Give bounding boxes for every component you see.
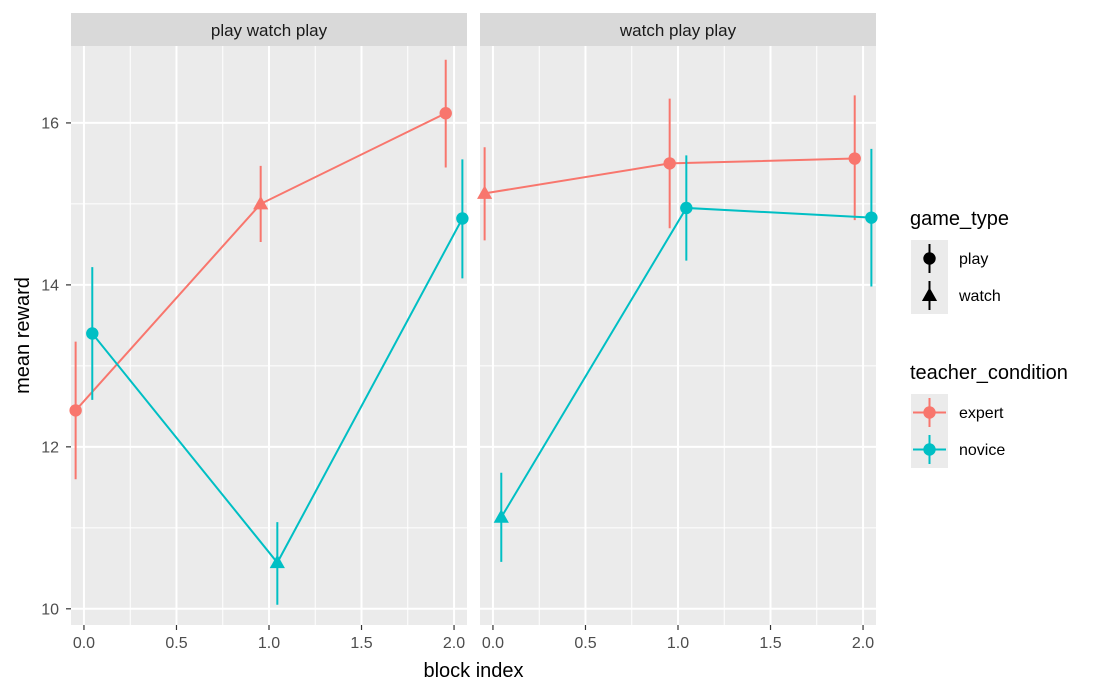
x-tick-label: 0.5 <box>574 635 596 652</box>
facet-strip-label: play watch play <box>211 21 328 40</box>
x-tick-label: 1.5 <box>350 635 372 652</box>
data-point-expert-play <box>848 152 861 165</box>
data-point-expert-play <box>439 107 452 120</box>
legend-title-teacher-condition: teacher_condition <box>910 362 1068 384</box>
y-axis-title: mean reward <box>12 277 34 394</box>
x-tick-label: 0.0 <box>482 635 504 652</box>
data-point-expert-play <box>69 404 82 417</box>
facet-strip-label: watch play play <box>619 21 737 40</box>
legend-item-label: novice <box>959 442 1005 459</box>
x-tick-label: 1.5 <box>759 635 781 652</box>
data-point-expert-play <box>663 157 676 170</box>
x-tick-label: 1.0 <box>258 635 280 652</box>
legend-play-marker-icon <box>923 252 936 265</box>
y-tick-label: 10 <box>41 601 59 618</box>
facet-strip <box>71 13 467 46</box>
data-point-novice-watch <box>269 554 285 569</box>
legend-expert-marker-icon <box>923 406 936 419</box>
x-axis-title: block index <box>423 660 523 682</box>
data-point-novice-play <box>86 327 99 340</box>
data-point-novice-play <box>680 201 693 215</box>
facet-strip <box>480 13 876 46</box>
x-tick-label: 1.0 <box>667 635 689 652</box>
data-point-novice-play <box>456 212 469 225</box>
x-tick-label: 2.0 <box>443 635 465 652</box>
data-point-expert-watch <box>477 185 493 199</box>
data-point-novice-play <box>865 211 878 224</box>
legend-item-label: play <box>959 251 988 268</box>
legend-item-label: watch <box>958 288 1001 305</box>
legend-novice-marker-icon <box>923 443 936 456</box>
x-tick-label: 0.5 <box>165 635 187 652</box>
x-tick-label: 2.0 <box>852 635 874 652</box>
y-tick-label: 16 <box>41 115 59 132</box>
x-tick-label: 0.0 <box>73 635 95 652</box>
y-tick-label: 14 <box>41 277 59 294</box>
legend-watch-marker-icon <box>921 287 938 301</box>
data-point-novice-watch <box>493 509 509 523</box>
legend-item-label: expert <box>959 405 1004 422</box>
y-tick-label: 12 <box>41 439 59 456</box>
legend-title-game-type: game_type <box>910 208 1009 230</box>
data-point-expert-watch <box>253 195 269 210</box>
